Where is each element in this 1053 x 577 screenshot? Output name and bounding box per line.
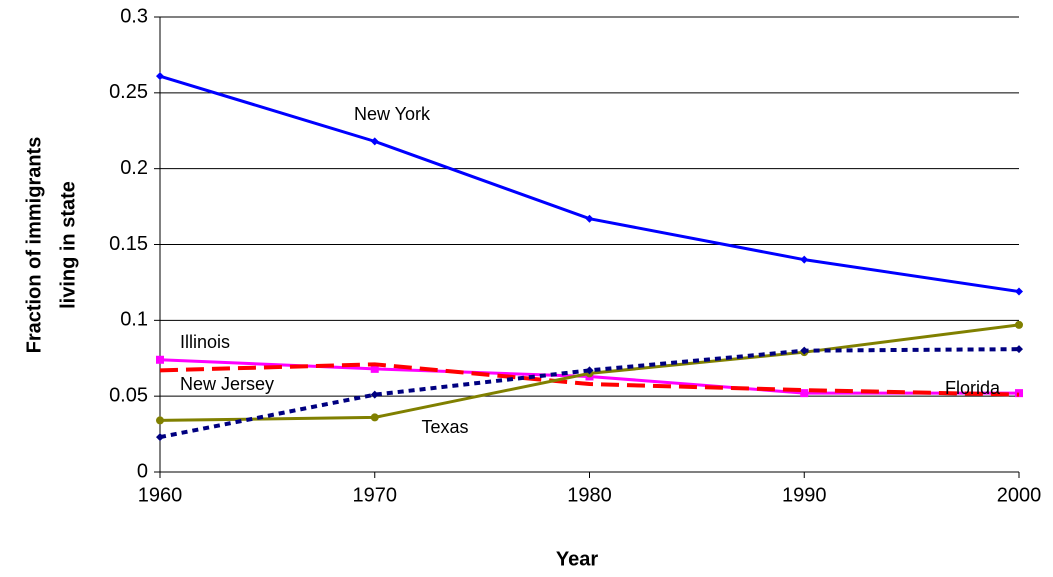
x-tick-label: 1990 <box>782 484 827 506</box>
x-tick-label: 1970 <box>353 484 398 506</box>
point <box>800 346 809 355</box>
point <box>156 433 164 442</box>
series-label: New Jersey <box>180 374 274 394</box>
y-tick-label: 0.25 <box>109 81 148 103</box>
series-label: New York <box>354 104 431 124</box>
y-axis-label-line: Fraction of immigrants <box>23 137 45 354</box>
series-line <box>159 362 1020 397</box>
y-axis-label: Fraction of immigrants living in state <box>23 137 79 354</box>
point <box>370 137 379 146</box>
x-tick-label: 1960 <box>138 484 183 506</box>
y-axis-label-line: living in state <box>57 181 79 309</box>
y-tick-label: 0.15 <box>109 233 148 255</box>
y-tick-label: 0.05 <box>109 384 148 406</box>
series-label: Illinois <box>180 332 230 352</box>
point <box>156 72 164 81</box>
y-tick-label: 0.3 <box>120 5 148 27</box>
series-line <box>159 347 1020 440</box>
series-line <box>159 74 1020 294</box>
series-label: Texas <box>421 417 468 437</box>
x-axis-label: Year <box>556 548 598 570</box>
point <box>585 366 594 375</box>
point <box>370 364 379 373</box>
point <box>1015 287 1023 296</box>
point <box>585 214 594 223</box>
x-tick-label: 1980 <box>567 484 612 506</box>
point <box>800 255 809 264</box>
point <box>370 413 379 422</box>
y-tick-label: 0.1 <box>120 309 148 331</box>
point <box>1015 345 1023 354</box>
point <box>156 355 164 364</box>
point <box>370 390 379 399</box>
point <box>800 389 809 398</box>
y-tick-label: 0 <box>137 460 148 482</box>
point <box>156 416 164 425</box>
x-tick-label: 2000 <box>997 484 1042 506</box>
series-label: Florida <box>945 378 1001 398</box>
y-tick-label: 0.2 <box>120 157 148 179</box>
point <box>1015 320 1023 329</box>
